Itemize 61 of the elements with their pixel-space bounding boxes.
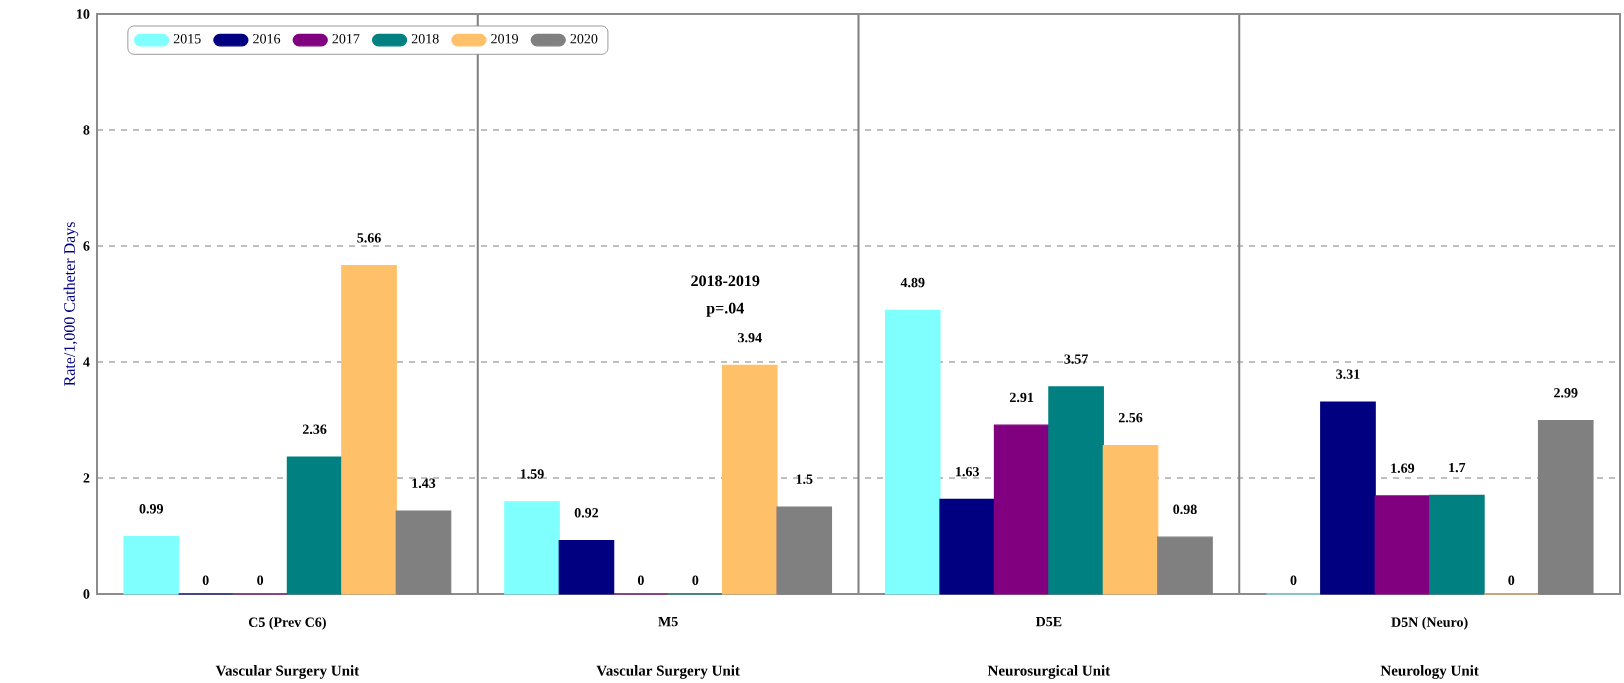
data-label: 0	[257, 575, 264, 585]
bar	[939, 498, 996, 595]
data-label: 1.69	[1391, 463, 1415, 473]
data-label: 0.92	[574, 508, 599, 518]
data-label: 1.7	[1449, 462, 1466, 473]
legend-label: 2015	[173, 33, 201, 44]
data-label: 0	[637, 575, 644, 585]
data-label: 3.31	[1336, 369, 1360, 379]
x-tick-label: C5 (Prev C6)	[248, 617, 326, 630]
y-axis-title: Rate/1,000 Catheter Days	[63, 222, 79, 386]
bar	[1320, 401, 1376, 595]
data-label: 0	[692, 575, 699, 585]
bar	[1048, 386, 1104, 595]
data-label: 5.66	[357, 233, 381, 243]
bar	[721, 364, 778, 595]
annotation: 2018-2019	[691, 275, 760, 287]
bar	[558, 540, 615, 595]
bar	[1374, 495, 1431, 595]
bar	[123, 535, 180, 595]
data-label: 3.94	[738, 332, 762, 343]
text: Neurology Unit	[1380, 665, 1479, 679]
data-label: 3.57	[1064, 354, 1088, 364]
legend-label: 2017	[332, 33, 360, 44]
data-label: 0.98	[1173, 504, 1197, 515]
data-label: 2.91	[1010, 392, 1034, 403]
legend-label: 2020	[570, 33, 598, 44]
bar	[504, 501, 560, 595]
annotation: p=.04	[706, 302, 744, 317]
y-tick-label: 4	[83, 357, 90, 367]
bar	[341, 265, 397, 595]
y-tick-label: 6	[83, 241, 90, 251]
bar	[993, 424, 1050, 595]
data-label: 1.63	[956, 466, 979, 477]
data-label: 2.99	[1554, 388, 1578, 398]
y-tick-label: 2	[83, 473, 90, 483]
data-label: 4.89	[900, 277, 925, 288]
data-label: 2.36	[302, 424, 327, 435]
bar	[1429, 494, 1485, 595]
data-label: 0	[202, 575, 209, 585]
text: Vascular Surgery Unit	[596, 665, 740, 679]
data-label: 0	[1508, 575, 1515, 585]
data-label: 1.5	[796, 474, 813, 484]
legend-label: 2019	[491, 33, 519, 44]
x-tick-label: M5	[658, 617, 678, 627]
text: Vascular Surgery Unit	[215, 665, 360, 679]
data-label: 1.59	[520, 469, 544, 479]
data-label: 0	[1290, 575, 1297, 585]
y-tick-label: 8	[83, 125, 90, 135]
legend-label: 2018	[411, 33, 439, 44]
y-tick-label: 10	[77, 9, 90, 19]
bar	[1102, 444, 1159, 595]
x-tick-label: D5N (Neuro)	[1391, 617, 1468, 630]
data-label: 1.43	[412, 478, 436, 488]
legend-label: 2016	[253, 33, 281, 44]
x-tick-label: D5E	[1035, 617, 1062, 627]
bar	[286, 456, 343, 595]
data-label: 0.99	[139, 503, 163, 514]
y-tick-label: 0	[83, 589, 90, 599]
data-label: 2.56	[1118, 412, 1143, 423]
text: Neurosurgical Unit	[987, 665, 1111, 679]
bar	[884, 309, 941, 595]
